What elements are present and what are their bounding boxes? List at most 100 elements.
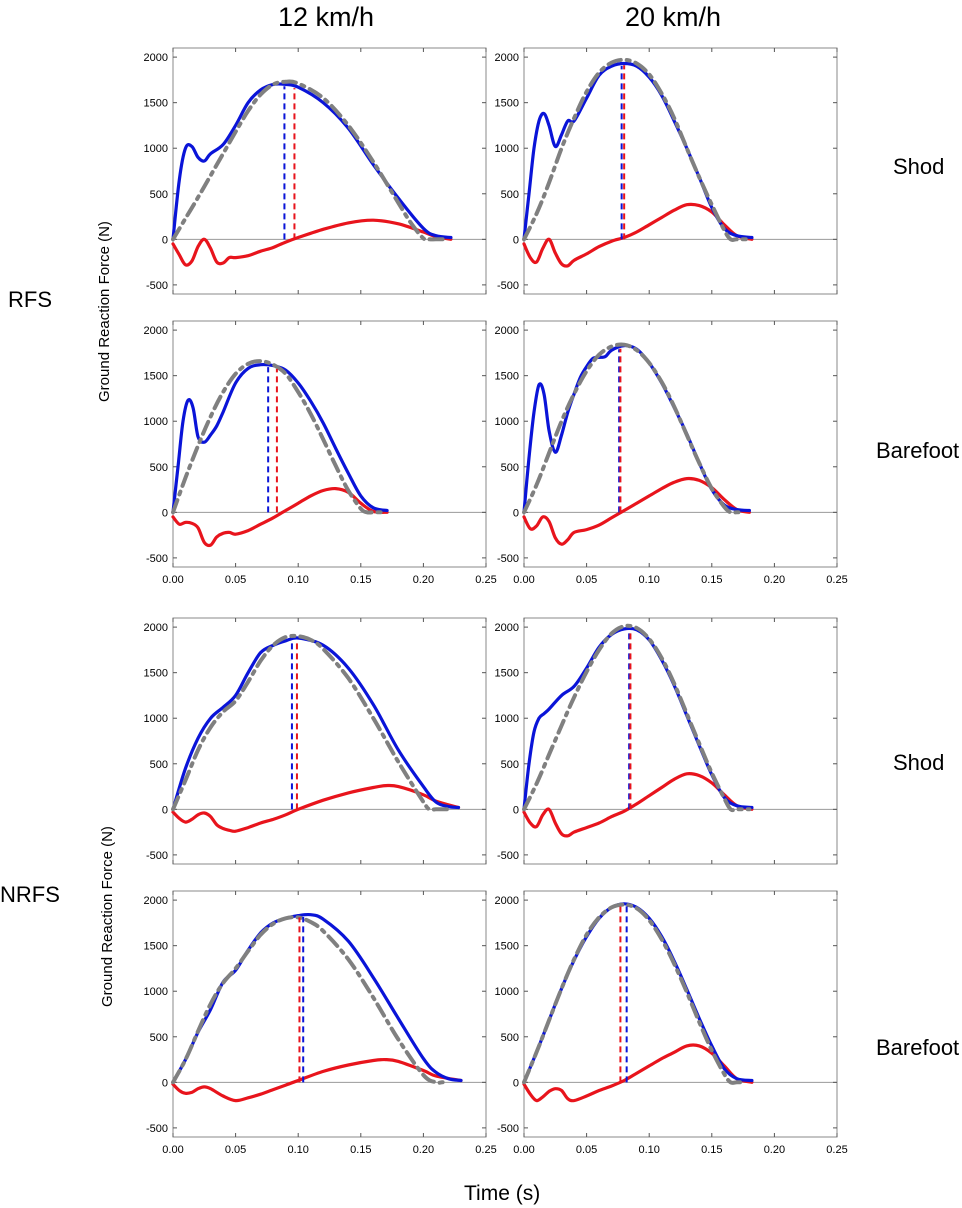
plot-frame — [172, 320, 487, 568]
column-title-12kmh: 12 km/h — [278, 2, 375, 32]
y-tick-label: 2000 — [144, 325, 168, 337]
series-model-curve — [522, 342, 746, 515]
plot-frame — [523, 320, 838, 568]
series-model-curve — [522, 902, 746, 1085]
x-tick-label: 0.05 — [225, 1144, 246, 1156]
y-tick-label: 2000 — [144, 895, 168, 907]
y-tick-label: 0 — [513, 1077, 519, 1089]
y-tick-label: 1000 — [495, 713, 519, 725]
y-tick-label: 1500 — [144, 371, 168, 383]
y-tick-label: 500 — [501, 462, 519, 474]
x-tick-label: 0.10 — [638, 574, 659, 586]
y-tick-label: -500 — [497, 280, 519, 292]
y-tick-label: 500 — [150, 1032, 168, 1044]
series-horizontal-curve — [522, 476, 751, 546]
y-tick-label: 2000 — [144, 52, 168, 64]
y-tick-label: -500 — [146, 553, 168, 565]
x-tick-label: 0.20 — [764, 1144, 785, 1156]
series-horizontal-curve — [522, 202, 754, 268]
y-tick-label: -500 — [497, 850, 519, 862]
group-title-nrfs: NRFS — [0, 882, 60, 907]
plot-frame — [172, 47, 487, 295]
y-tick-label: 500 — [501, 189, 519, 201]
x-tick-label: 0.15 — [701, 574, 722, 586]
plot-frame — [172, 617, 487, 865]
y-tick-label: 1500 — [144, 668, 168, 680]
series-model-curve — [522, 623, 752, 813]
y-tick-label: 0 — [513, 234, 519, 246]
y-tick-label: 0 — [162, 234, 168, 246]
y-tick-label: 0 — [162, 1077, 168, 1089]
x-tick-label: 0.00 — [162, 574, 183, 586]
series-horizontal-curve — [171, 783, 461, 833]
series-model-curve — [522, 57, 752, 243]
y-tick-label: 0 — [162, 804, 168, 816]
x-tick-label: 0.15 — [350, 574, 371, 586]
panel-nrfs-shod-20: 2000 1500 1000 500 0 -500 — [495, 617, 838, 865]
y-tick-label: 1500 — [495, 668, 519, 680]
y-tick-label: 1000 — [144, 143, 168, 155]
x-tick-label: 0.20 — [764, 574, 785, 586]
panel-rfs-barefoot-12: 2000 1500 1000 500 0 -500 0.00 0.05 0.10 0.15 0.20… — [144, 320, 497, 586]
y-tick-label: -500 — [146, 1123, 168, 1135]
y-tick-label: 1500 — [144, 941, 168, 953]
panel-rfs-shod-12: 2000 1500 1000 500 0 -500 — [144, 47, 487, 295]
y-tick-label: -500 — [497, 553, 519, 565]
series-model-curve — [171, 915, 451, 1085]
y-tick-label: -500 — [146, 850, 168, 862]
y-tick-label: 2000 — [495, 622, 519, 634]
x-tick-label: 0.20 — [413, 1144, 434, 1156]
y-tick-label: 500 — [150, 462, 168, 474]
y-tick-label: 2000 — [495, 52, 519, 64]
panel-rfs-shod-20: 2000 1500 1000 500 0 -500 — [495, 47, 838, 295]
panel-nrfs-barefoot-20: 2000 1500 1000 500 0 -500 0.00 0.05 0.10 0.15 0.20… — [495, 890, 848, 1156]
x-tick-label: 0.25 — [475, 574, 496, 586]
panel-rfs-barefoot-20: 2000 1500 1000 500 0 -500 0.00 0.05 0.10 0.15 0.20… — [495, 320, 848, 586]
plot-frame — [523, 47, 838, 295]
x-tick-label: 0.10 — [287, 1144, 308, 1156]
y-tick-label: 1000 — [144, 713, 168, 725]
y-tick-label: 500 — [150, 759, 168, 771]
x-tick-label: 0.05 — [576, 574, 597, 586]
panel-nrfs-barefoot-12: 2000 1500 1000 500 0 -500 0.00 0.05 0.10 0.15 0.20… — [144, 890, 497, 1156]
series-model-curve — [171, 633, 451, 812]
condition-title-rfs-shod: Shod — [893, 154, 945, 179]
x-tick-label: 0.10 — [638, 1144, 659, 1156]
x-tick-label: 0.20 — [413, 574, 434, 586]
x-tick-label: 0.00 — [513, 574, 534, 586]
x-tick-label: 0.25 — [475, 1144, 496, 1156]
y-tick-label: 1000 — [495, 143, 519, 155]
series-horizontal-curve — [171, 218, 453, 267]
x-tick-label: 0.25 — [826, 574, 847, 586]
y-tick-label: 1000 — [144, 416, 168, 428]
series-horizontal-curve — [171, 1057, 463, 1103]
series-horizontal-curve — [522, 772, 754, 838]
y-tick-label: 500 — [150, 189, 168, 201]
y-tick-label: 1000 — [495, 986, 519, 998]
y-axis-label-nrfs: Ground Reaction Force (N) — [99, 826, 116, 1007]
x-tick-label: 0.15 — [701, 1144, 722, 1156]
panel-nrfs-shod-12: 2000 1500 1000 500 0 -500 — [144, 617, 487, 865]
y-tick-label: 1500 — [495, 98, 519, 110]
x-tick-label: 0.10 — [287, 574, 308, 586]
y-tick-label: 1000 — [495, 416, 519, 428]
condition-title-rfs-barefoot: Barefoot — [876, 438, 960, 463]
y-tick-label: 2000 — [495, 325, 519, 337]
condition-title-nrfs-shod: Shod — [893, 750, 945, 775]
y-tick-label: 2000 — [144, 622, 168, 634]
y-tick-label: 1500 — [495, 371, 519, 383]
y-tick-label: 0 — [162, 507, 168, 519]
plot-frame — [172, 890, 487, 1138]
x-tick-label: 0.05 — [225, 574, 246, 586]
series-model-curve — [171, 359, 388, 515]
x-tick-label: 0.05 — [576, 1144, 597, 1156]
plot-frame — [523, 617, 838, 865]
y-tick-label: -500 — [146, 280, 168, 292]
x-axis-label: Time (s) — [464, 1182, 541, 1205]
x-tick-label: 0.00 — [162, 1144, 183, 1156]
series-vertical-curve — [171, 362, 389, 514]
y-tick-label: 1500 — [144, 98, 168, 110]
x-tick-label: 0.15 — [350, 1144, 371, 1156]
y-tick-label: -500 — [497, 1123, 519, 1135]
group-title-rfs: RFS — [8, 287, 52, 312]
